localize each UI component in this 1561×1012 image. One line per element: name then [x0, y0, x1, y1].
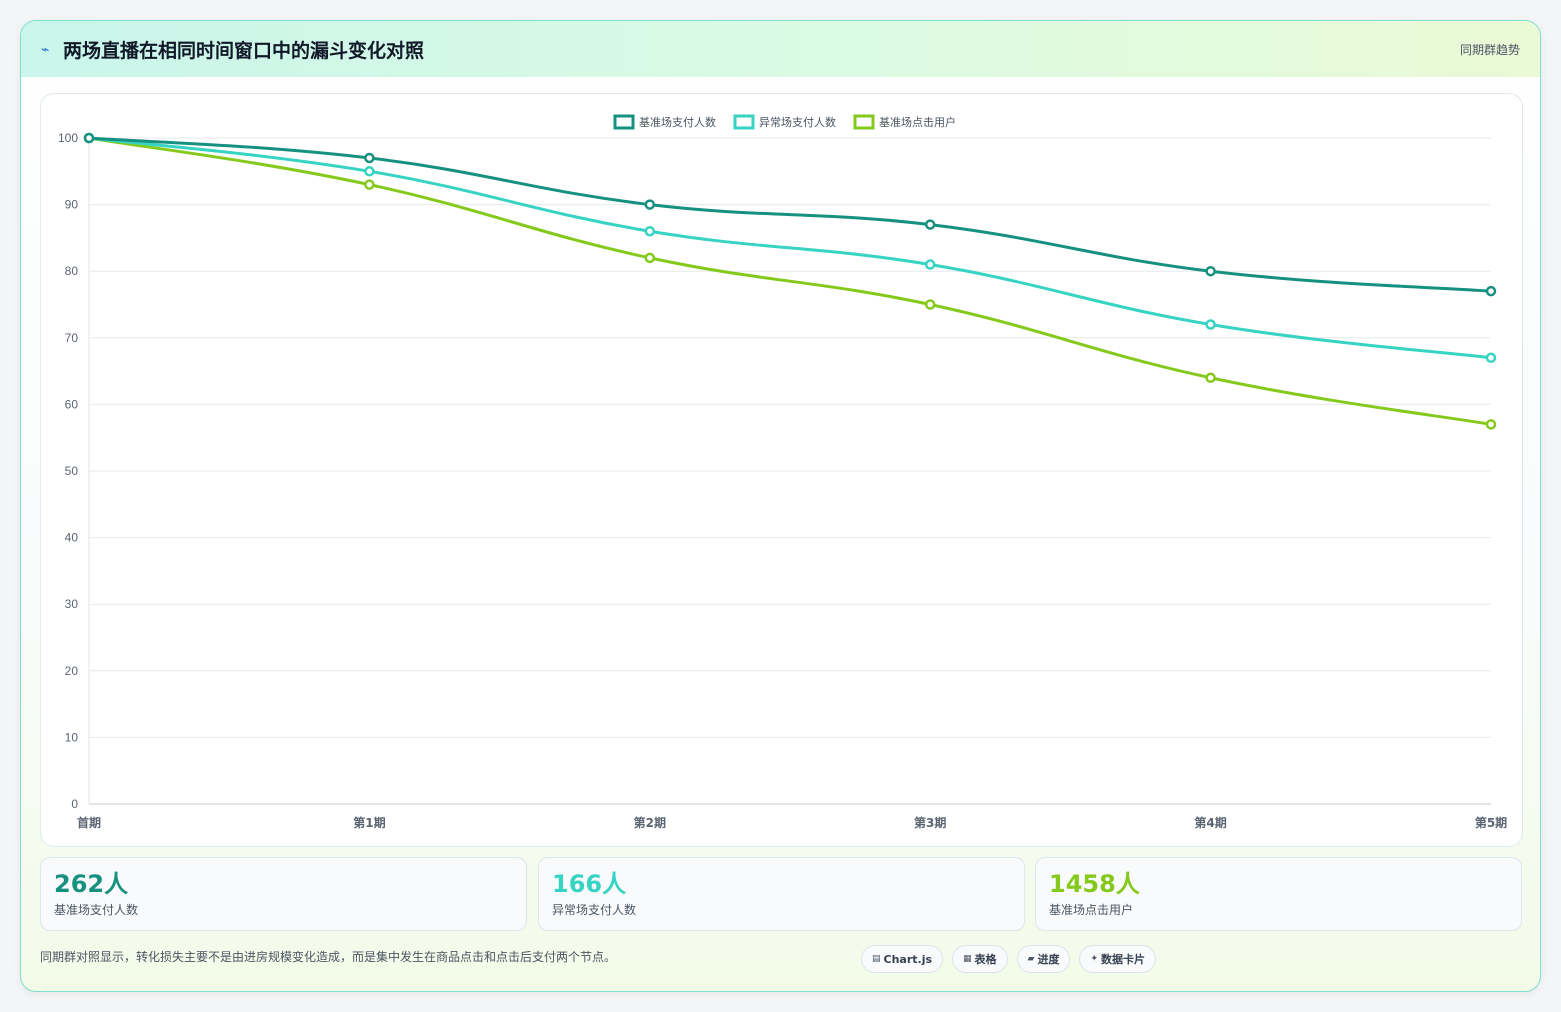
x-tick-label: 第2期	[634, 815, 666, 830]
stat-label: 基准场支付人数	[54, 903, 139, 917]
line-chart: 0 10 20 30 40 50 60 70 80 90 100 首期 第1期 第2期 第3期 第4期 第5期 基…	[58, 114, 1507, 830]
y-tick-label: 30	[65, 597, 79, 611]
legend-label: 异常场支付人数	[759, 115, 836, 129]
series-line	[88, 136, 1492, 360]
x-tick-label: 首期	[77, 815, 101, 830]
y-tick-label: 0	[71, 797, 78, 811]
y-tick-label: 90	[65, 198, 79, 212]
data-point	[364, 179, 375, 190]
series-line	[88, 136, 1492, 293]
chart-panel: 0 10 20 30 40 50 60 70 80 90 100 首期 第1期 第2期 第3期 第4期 第5期 基…	[40, 93, 1523, 847]
y-tick-label: 100	[58, 131, 78, 145]
data-point	[1485, 352, 1497, 364]
legend-label: 基准场点击用户	[879, 115, 956, 129]
stat-value: 262人	[54, 870, 129, 898]
header-badge: 同期群趋势	[1459, 42, 1520, 57]
stat-label: 异常场支付人数	[552, 903, 637, 917]
pill-label: 数据卡片	[1101, 953, 1146, 966]
y-tick-label: 60	[65, 397, 79, 411]
report-card: ⌁ 两场直播在相同时间窗口中的漏斗变化对照 同期群趋势 0 10 20 30 40 50 6…	[20, 20, 1541, 992]
data-point	[644, 225, 656, 237]
stat-card-baseline-click: 1458人 基准场点击用户	[1035, 857, 1522, 931]
x-tick-label: 第1期	[353, 815, 385, 830]
data-point	[924, 219, 936, 230]
page-title: 两场直播在相同时间窗口中的漏斗变化对照	[63, 39, 425, 62]
legend-label: 基准场支付人数	[639, 115, 716, 129]
y-tick-label: 40	[65, 531, 79, 545]
chart-line-icon: ⌁	[41, 42, 50, 58]
footer-note: 同期群对照显示，转化损失主要不是由进房规模变化造成，而是集中发生在商品点击和点击…	[40, 950, 617, 964]
data-point	[364, 152, 375, 164]
y-tick-label: 50	[65, 464, 79, 478]
data-point	[1205, 319, 1216, 330]
legend-swatch	[853, 114, 875, 130]
pill-label: 进度	[1037, 953, 1060, 966]
data-point	[1485, 419, 1497, 430]
series-line	[88, 136, 1492, 426]
pill-progress[interactable]: ▰ 进度	[1016, 945, 1071, 973]
table-icon: ▦	[963, 954, 972, 964]
stat-label: 基准场点击用户	[1049, 903, 1134, 917]
stat-value: 166人	[552, 870, 627, 898]
data-point	[924, 259, 936, 270]
data-point	[1205, 372, 1216, 384]
data-point	[644, 252, 656, 264]
tech-pills: ▤ Chart.js ▦ 表格 ▰ 进度 ✦ 数据卡片	[861, 945, 1157, 973]
pill-label: 表格	[974, 953, 997, 966]
card-header: ⌁ 两场直播在相同时间窗口中的漏斗变化对照 同期群趋势	[21, 21, 1540, 77]
data-point	[1205, 265, 1216, 277]
stat-value: 1458人	[1049, 870, 1140, 898]
data-point	[83, 132, 95, 144]
x-tick-label: 第4期	[1194, 815, 1226, 830]
stat-cards: 262人 基准场支付人数 166人 异常场支付人数 1458人 基准场点击用户	[40, 857, 1523, 931]
stat-card-anomaly-pay: 166人 异常场支付人数	[538, 857, 1025, 931]
y-tick-label: 10	[65, 730, 79, 744]
pill-table[interactable]: ▦ 表格	[952, 945, 1008, 973]
sparkle-icon: ✦	[1090, 954, 1099, 964]
stat-card-baseline-pay: 262人 基准场支付人数	[40, 857, 527, 931]
pill-chartjs[interactable]: ▤ Chart.js	[861, 945, 944, 973]
data-point	[924, 299, 936, 310]
legend-swatch	[733, 114, 755, 130]
y-tick-label: 20	[65, 664, 79, 678]
pill-label: Chart.js	[883, 952, 933, 966]
data-point	[644, 199, 656, 210]
data-point	[364, 166, 375, 177]
chart-icon: ▤	[872, 954, 881, 964]
x-tick-label: 第3期	[914, 815, 946, 830]
y-tick-label: 70	[65, 331, 79, 345]
data-point	[1485, 285, 1497, 297]
pill-data-card[interactable]: ✦ 数据卡片	[1079, 945, 1157, 973]
x-tick-label: 第5期	[1475, 815, 1507, 830]
legend-swatch	[613, 114, 635, 130]
progress-icon: ▰	[1027, 954, 1035, 964]
y-tick-label: 80	[65, 264, 79, 278]
